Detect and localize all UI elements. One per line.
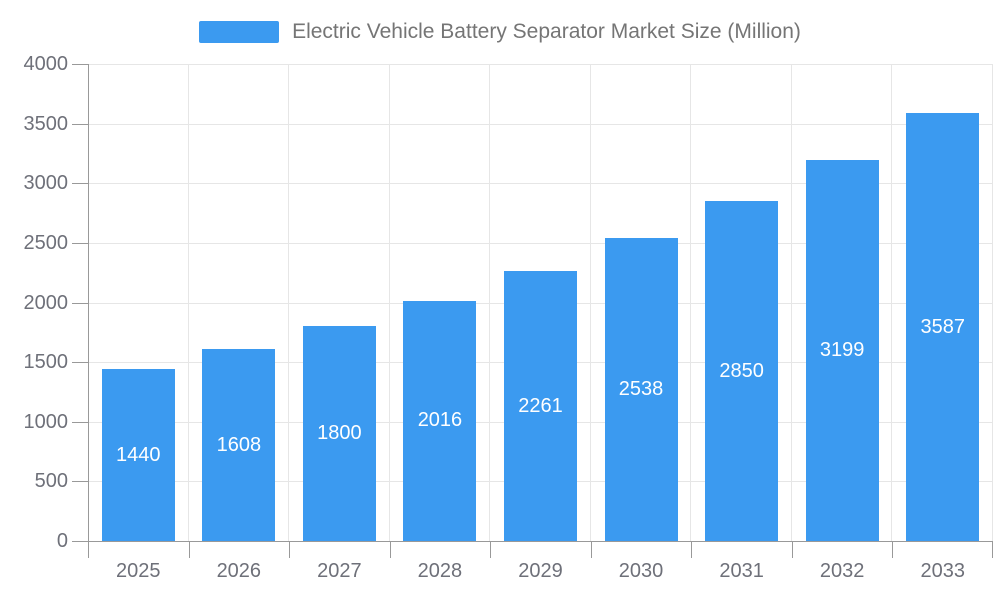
x-axis-label: 2029 — [518, 560, 563, 582]
bar-value-label: 2016 — [417, 409, 463, 432]
bar-value-label: 2850 — [719, 359, 764, 382]
h-gridline — [88, 64, 993, 65]
y-tick-mark — [72, 362, 88, 364]
y-axis-label: 4000 — [23, 53, 69, 75]
bar[interactable]: 2261 — [504, 271, 577, 541]
h-gridline — [88, 242, 993, 244]
x-tick-mark — [691, 541, 693, 558]
bar-value-label: 2538 — [618, 378, 664, 401]
bar[interactable]: 1440 — [101, 369, 175, 541]
x-axis-label: 2032 — [819, 560, 865, 582]
v-gridline — [690, 64, 692, 541]
x-tick-mark — [389, 541, 391, 558]
bar[interactable]: 2016 — [403, 300, 477, 541]
x-axis-label: 2025 — [116, 560, 161, 582]
x-tick-mark — [892, 541, 894, 558]
y-axis-label: 3000 — [23, 172, 69, 195]
v-gridline — [790, 64, 792, 541]
h-gridline — [88, 123, 993, 125]
x-axis-label: 2030 — [618, 560, 664, 582]
legend-swatch-icon — [199, 21, 280, 43]
y-tick-mark — [72, 123, 88, 125]
legend-label: Electric Vehicle Battery Separator Marke… — [292, 20, 801, 43]
bar-value-label: 1800 — [317, 422, 362, 445]
legend[interactable]: Electric Vehicle Battery Separator Marke… — [0, 20, 1000, 44]
v-gridline — [388, 64, 390, 541]
bar[interactable]: 2850 — [705, 201, 779, 541]
x-axis-label: 2033 — [920, 560, 965, 582]
y-axis-label: 500 — [34, 470, 68, 493]
bar-value-label: 1440 — [116, 443, 161, 466]
y-axis-line — [88, 64, 89, 541]
bar[interactable]: 1608 — [202, 349, 276, 541]
v-gridline — [288, 64, 290, 541]
x-axis-label: 2026 — [216, 560, 262, 582]
bar[interactable]: 3587 — [906, 113, 980, 541]
v-gridline — [187, 64, 189, 541]
y-axis-label: 2000 — [23, 291, 69, 314]
y-axis-label: 1500 — [23, 351, 69, 374]
bar-value-label: 2261 — [518, 394, 563, 417]
x-axis-label: 2028 — [417, 560, 463, 582]
x-axis-label: 2027 — [317, 560, 362, 582]
x-tick-mark — [188, 541, 190, 558]
x-axis-label: 2031 — [719, 560, 764, 582]
y-axis-label: 2500 — [23, 231, 69, 254]
v-gridline — [489, 64, 491, 541]
y-tick-mark — [72, 242, 88, 244]
x-tick-mark — [992, 541, 993, 558]
x-tick-mark — [88, 541, 89, 558]
x-tick-mark — [590, 541, 592, 558]
bar[interactable]: 3199 — [805, 159, 879, 541]
y-tick-mark — [72, 421, 88, 423]
y-tick-mark — [72, 541, 88, 542]
y-tick-mark — [72, 481, 88, 483]
y-axis-label: 0 — [56, 530, 68, 552]
x-tick-mark — [791, 541, 793, 558]
h-gridline — [88, 183, 993, 185]
v-gridline — [589, 64, 591, 541]
plot-area: 1440 1608 1800 2016 2261 2538 2850 3199 3587 — [88, 64, 993, 541]
bar-value-label: 3587 — [920, 315, 965, 338]
y-tick-mark — [72, 64, 88, 65]
bar-value-label: 1608 — [216, 433, 262, 456]
bar[interactable]: 2538 — [604, 238, 678, 541]
bar[interactable]: 1800 — [302, 326, 376, 541]
y-tick-mark — [72, 302, 88, 304]
v-gridline — [992, 64, 993, 541]
x-axis-line — [88, 541, 993, 542]
x-tick-mark — [289, 541, 291, 558]
y-tick-mark — [72, 183, 88, 185]
y-axis-label: 3500 — [23, 112, 69, 135]
bar-value-label: 3199 — [819, 338, 865, 361]
x-tick-mark — [490, 541, 492, 558]
v-gridline — [891, 64, 893, 541]
y-axis-label: 1000 — [23, 410, 69, 433]
